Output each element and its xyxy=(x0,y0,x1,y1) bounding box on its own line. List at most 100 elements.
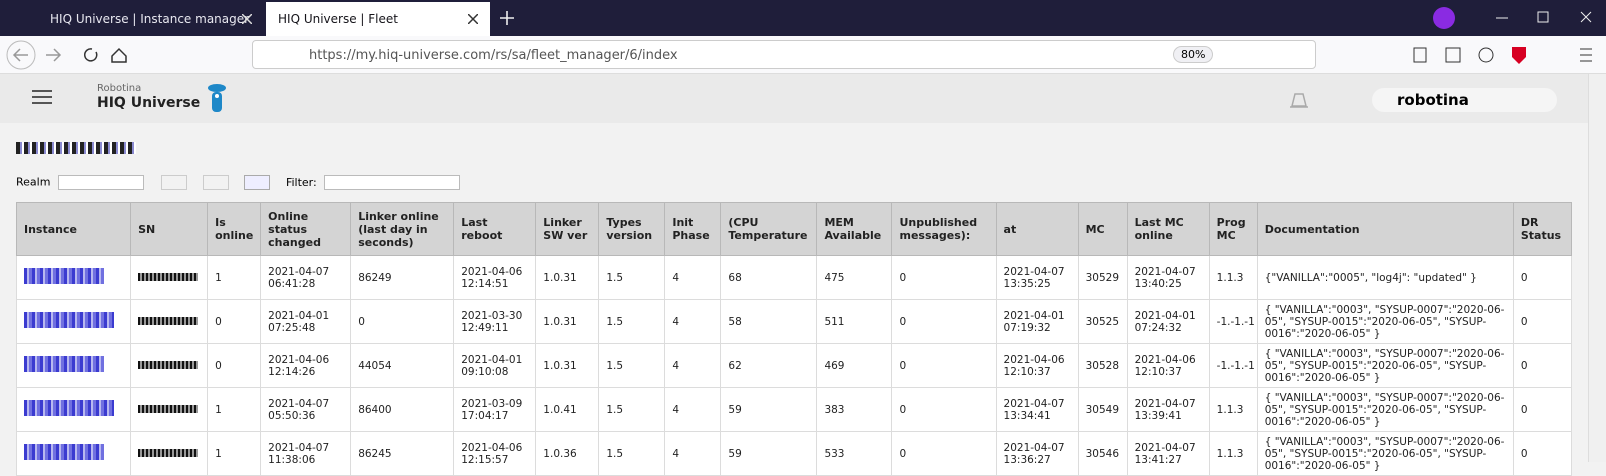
instance-cell[interactable] xyxy=(15,343,132,388)
column-header[interactable]: Linker SW ver xyxy=(535,202,600,256)
obscured-instance-link[interactable] xyxy=(24,356,104,372)
column-header[interactable]: Unpublished messages): xyxy=(891,202,997,256)
obscured-instance-link[interactable] xyxy=(24,400,114,416)
column-header[interactable]: Is online xyxy=(207,202,262,256)
table-cell: 2021-04-01 09:10:08 xyxy=(453,343,537,388)
obscured-sn xyxy=(138,404,199,413)
table-cell: 475 xyxy=(816,255,893,300)
obscured-instance-link[interactable] xyxy=(24,444,104,460)
tab[interactable]: HIQ Universe | Fleet xyxy=(266,2,490,36)
table-cell: 0 xyxy=(891,343,997,388)
logo xyxy=(208,84,226,112)
column-header[interactable]: Linker online (last day in seconds) xyxy=(350,202,455,256)
prev-page-button[interactable] xyxy=(202,175,229,190)
column-header[interactable]: Prog MC xyxy=(1208,202,1258,256)
table-cell: 2021-04-01 07:25:48 xyxy=(260,299,352,344)
table-cell: 30549 xyxy=(1077,387,1128,432)
table-cell: 0 xyxy=(207,343,262,388)
notification-icon[interactable] xyxy=(1288,90,1310,110)
column-header[interactable]: Types version xyxy=(598,202,666,256)
table-cell: 469 xyxy=(816,343,893,388)
table-cell: {"VANILLA":"0005", "log4j": "updated" } xyxy=(1256,255,1514,300)
next-page-button[interactable] xyxy=(244,175,271,190)
realm-select[interactable] xyxy=(57,175,144,190)
sn-cell xyxy=(130,255,209,300)
zoom-level[interactable]: 80% xyxy=(1173,46,1214,63)
close-icon[interactable] xyxy=(242,14,252,24)
table-cell: 2021-04-06 12:15:57 xyxy=(453,431,537,476)
user-name[interactable]: robotina xyxy=(1372,88,1557,112)
url-bar[interactable]: https://my.hiq-universe.com/rs/sa/fleet_… xyxy=(252,40,1316,69)
column-header[interactable]: SN xyxy=(130,202,209,256)
column-header[interactable]: at xyxy=(995,202,1079,256)
nav-buttons[interactable] xyxy=(0,36,140,74)
obscured-sn xyxy=(138,448,199,457)
table-row: 1 2021-04-07 11:38:06 86245 2021-04-06 12:1… xyxy=(15,431,1573,476)
table-cell: 4 xyxy=(664,387,722,432)
table-cell: 2021-04-06 12:10:37 xyxy=(995,343,1079,388)
table-cell: 59 xyxy=(720,431,818,476)
url[interactable]: https://my.hiq-universe.com/rs/sa/fleet_… xyxy=(309,48,678,63)
table-row: 1 2021-04-07 05:50:36 86400 2021-03-09 17:0… xyxy=(15,387,1573,432)
obscured-instance-link[interactable] xyxy=(24,312,114,328)
column-header[interactable]: Last MC online xyxy=(1126,202,1210,256)
column-header[interactable]: Online status changed xyxy=(260,202,352,256)
tab-title[interactable]: HIQ Universe | Fleet xyxy=(278,12,398,26)
menu-icon[interactable] xyxy=(32,89,52,105)
table-row: 0 2021-04-01 07:25:48 0 2021-03-30 12:49:11… xyxy=(15,299,1573,344)
close-icon[interactable] xyxy=(468,14,478,24)
column-header[interactable]: Documentation xyxy=(1256,202,1514,256)
table-cell: 1.5 xyxy=(598,299,666,344)
table-cell: 1.5 xyxy=(598,387,666,432)
table-cell: 30528 xyxy=(1077,343,1128,388)
app-header: Robotina HIQ Universe robotina xyxy=(0,74,1588,123)
column-header[interactable]: MC xyxy=(1077,202,1128,256)
column-header[interactable]: (CPU Temperature xyxy=(720,202,818,256)
scrollbar[interactable] xyxy=(1588,74,1606,462)
table-cell: 0 xyxy=(1512,343,1573,388)
column-header[interactable]: Instance xyxy=(15,202,132,256)
table-cell: 2021-04-06 12:14:26 xyxy=(260,343,352,388)
table-row: 1 2021-04-07 06:41:28 86249 2021-04-06 12:1… xyxy=(15,255,1573,300)
brand-name: HIQ Universe xyxy=(97,95,201,111)
table-cell: 59 xyxy=(720,387,818,432)
table-cell: 2021-04-07 11:38:06 xyxy=(260,431,352,476)
table-cell: 2021-04-07 13:39:41 xyxy=(1126,387,1210,432)
table-cell: 1.0.31 xyxy=(535,343,600,388)
table-cell: 86249 xyxy=(350,255,455,300)
toolbar: Realm Filter: xyxy=(16,175,461,190)
column-header[interactable]: MEM Available xyxy=(816,202,893,256)
table-cell: 0 xyxy=(1512,387,1573,432)
instance-cell[interactable] xyxy=(15,255,132,300)
filter-input[interactable] xyxy=(324,175,461,190)
column-header[interactable]: Init Phase xyxy=(664,202,722,256)
column-header[interactable]: Last reboot xyxy=(453,202,537,256)
instance-cell[interactable] xyxy=(15,431,132,476)
column-header[interactable]: DR Status xyxy=(1512,202,1573,256)
table-cell: -1.-1.-1 xyxy=(1208,299,1258,344)
table-cell: 0 xyxy=(1512,431,1573,476)
table-cell: 2021-04-07 13:40:25 xyxy=(1126,255,1210,300)
toolbar-icons[interactable] xyxy=(1400,36,1600,74)
instance-cell[interactable] xyxy=(15,299,132,344)
table-cell: 0 xyxy=(891,431,997,476)
table-cell: 0 xyxy=(891,299,997,344)
obscured-instance-link[interactable] xyxy=(24,268,104,284)
table-cell: 1.1.3 xyxy=(1208,255,1258,300)
table-cell: 44054 xyxy=(350,343,455,388)
table-cell: 1 xyxy=(207,431,262,476)
tab-bar: HIQ Universe | Instance manager HIQ Univ… xyxy=(0,0,1606,36)
tab[interactable]: HIQ Universe | Instance manager xyxy=(38,2,264,36)
table-cell: 30529 xyxy=(1077,255,1128,300)
table-cell: 0 xyxy=(891,255,997,300)
table-cell: { "VANILLA":"0003", "SYSUP-0007":"2020-0… xyxy=(1256,299,1514,344)
table-cell: 2021-03-09 17:04:17 xyxy=(453,387,537,432)
tab-title[interactable]: HIQ Universe | Instance manager xyxy=(50,12,250,26)
new-tab[interactable] xyxy=(500,11,514,25)
sn-cell xyxy=(130,387,209,432)
instance-cell[interactable] xyxy=(15,387,132,432)
table-cell: 4 xyxy=(664,255,722,300)
first-page-button[interactable] xyxy=(161,175,188,190)
table-cell: 30546 xyxy=(1077,431,1128,476)
